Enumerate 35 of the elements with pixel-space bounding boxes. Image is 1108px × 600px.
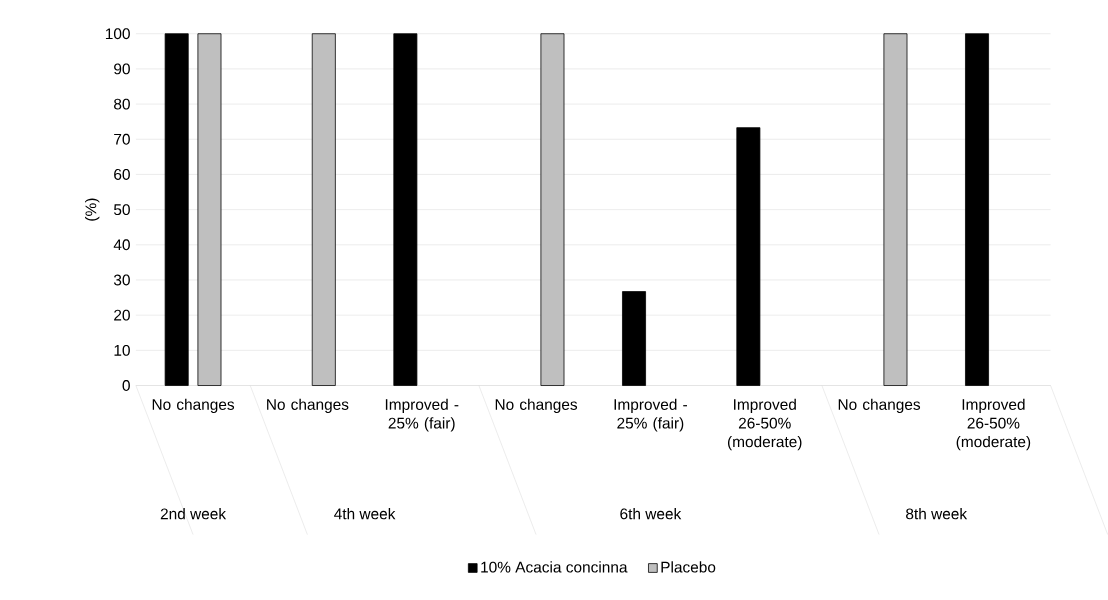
- bar: [164, 33, 189, 386]
- text: 8th week: [906, 507, 968, 520]
- y-tick-label: 10: [114, 344, 130, 356]
- bar: [540, 33, 565, 386]
- bar: [311, 33, 336, 386]
- bar: [393, 33, 418, 386]
- bar: [883, 33, 908, 386]
- x-tick-label: No changes: [838, 398, 921, 413]
- x-tick-label: No changes: [267, 398, 349, 413]
- x-tick-label: Improved - 25% (fair): [614, 398, 687, 432]
- text: 2nd week: [160, 507, 227, 520]
- bar: [736, 127, 761, 386]
- y-axis-title: (%): [85, 198, 100, 221]
- bar: [622, 290, 646, 386]
- legend-label: 10% Acacia concinna: [481, 561, 628, 573]
- bar: [965, 33, 989, 386]
- x-tick-label: No changes: [495, 398, 578, 413]
- y-tick-label: 60: [114, 168, 130, 180]
- bar: [197, 33, 222, 386]
- text: 6th week: [620, 507, 682, 520]
- text: 4th week: [334, 507, 396, 520]
- y-tick-label: 80: [114, 98, 130, 110]
- y-tick-label: 0: [122, 379, 130, 391]
- y-tick-label: 40: [113, 239, 130, 251]
- x-tick-label: Improved 26-50% (moderate): [727, 398, 802, 451]
- x-tick-label: Improved 26-50% (moderate): [956, 398, 1031, 451]
- x-tick-label: No changes: [152, 398, 235, 413]
- legend-label: Placebo: [661, 561, 716, 573]
- y-tick-label: 100: [105, 28, 130, 39]
- y-tick-label: 90: [114, 63, 130, 75]
- y-tick-label: 30: [113, 274, 130, 286]
- y-tick-label: 50: [113, 203, 130, 215]
- y-tick-label: 70: [114, 133, 130, 145]
- x-tick-label: Improved - 25% (fair): [385, 398, 459, 432]
- y-tick-label: 20: [114, 309, 130, 321]
